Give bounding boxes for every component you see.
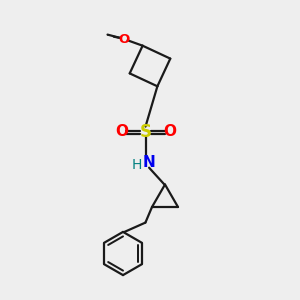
Text: S: S	[140, 123, 152, 141]
Text: O: O	[115, 124, 128, 140]
Text: N: N	[143, 155, 155, 170]
Text: O: O	[163, 124, 176, 140]
Text: O: O	[118, 33, 130, 46]
Text: methyl: methyl	[107, 35, 112, 36]
Text: H: H	[132, 158, 142, 172]
